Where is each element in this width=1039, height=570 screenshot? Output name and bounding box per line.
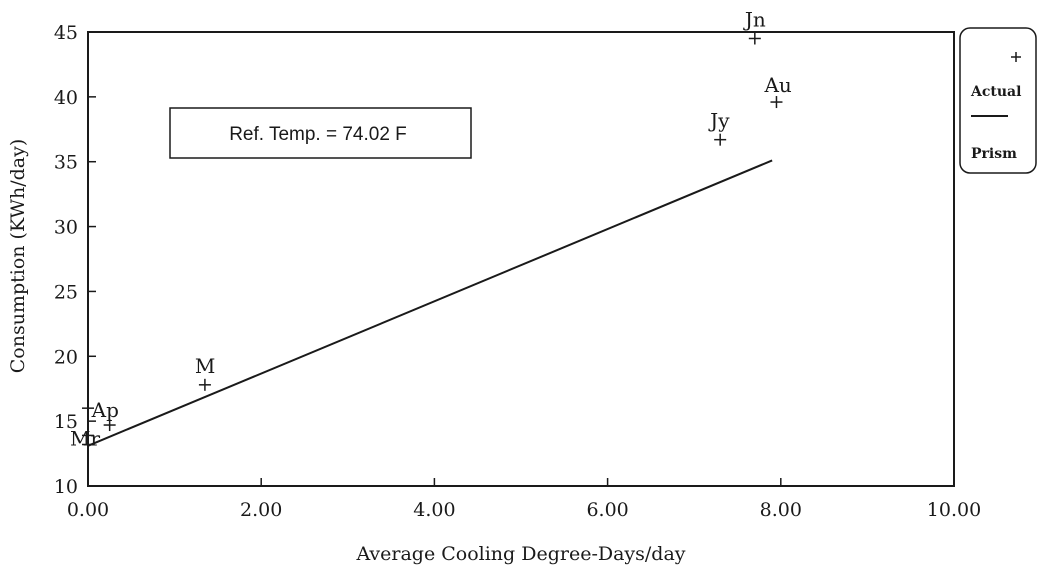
y-tick-label: 15 <box>54 411 78 433</box>
point-label: Jy <box>708 109 730 133</box>
legend-actual-marker <box>1011 52 1021 62</box>
data-point <box>748 32 761 45</box>
x-tick-label: 2.00 <box>240 499 282 521</box>
legend-actual-label: Actual <box>970 84 1021 100</box>
y-tick-label: 35 <box>54 152 78 174</box>
point-label: Au <box>763 73 791 97</box>
point-label: Ap <box>91 398 119 422</box>
data-point <box>82 402 94 415</box>
data-point <box>770 96 783 109</box>
x-axis-title: Average Cooling Degree-Days/day <box>355 543 685 565</box>
annotation-text: Ref. Temp. = 74.02 F <box>229 124 407 145</box>
annotation-box <box>169 107 472 159</box>
data-point <box>198 378 211 391</box>
data-point <box>103 419 116 432</box>
x-tick-label: 0.00 <box>67 499 109 521</box>
point-label: Jn <box>743 7 766 31</box>
prism-fit-line <box>87 159 773 447</box>
point-label: Mr <box>70 426 100 450</box>
y-axis-title: Consumption (KWh/day) <box>7 139 29 374</box>
x-tick-label: 8.00 <box>760 499 802 521</box>
y-tick-label: 45 <box>54 22 78 44</box>
y-tick-label: 30 <box>54 217 78 239</box>
x-tick-label: 4.00 <box>413 499 455 521</box>
y-tick-label: 20 <box>54 346 78 368</box>
data-point <box>82 438 94 451</box>
x-tick-label: 10.00 <box>927 499 981 521</box>
point-label: M <box>195 354 215 378</box>
legend: Actual Prism <box>959 27 1037 174</box>
y-tick-label: 40 <box>54 87 78 109</box>
y-tick-label: 10 <box>54 476 78 498</box>
legend-box <box>959 27 1037 174</box>
data-point <box>714 133 727 146</box>
y-tick-label: 25 <box>54 281 78 303</box>
plot-frame <box>87 31 955 487</box>
x-tick-label: 6.00 <box>586 499 628 521</box>
legend-prism-label: Prism <box>971 146 1017 162</box>
